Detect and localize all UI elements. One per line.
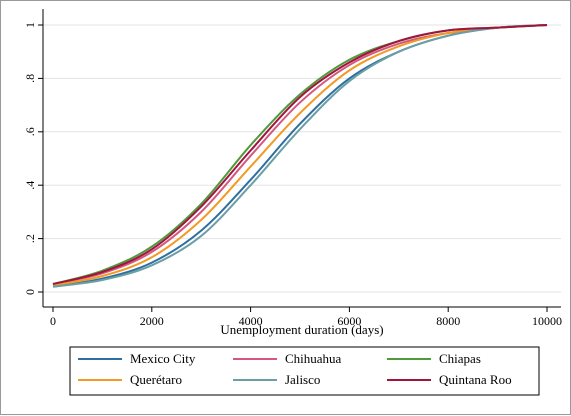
legend-label: Mexico City (130, 351, 196, 366)
x-axis-title: Unemployment duration (days) (220, 322, 383, 337)
x-tick-label: 10000 (532, 314, 562, 328)
series-line (52, 24, 548, 285)
x-tick-label: 6000 (337, 314, 361, 328)
legend-label: Chihuahua (285, 351, 342, 366)
legend: Mexico City Chihuahua Chiapas Querétaro Jali… (69, 346, 540, 396)
series-line (52, 24, 548, 285)
legend-label: Quintana Roo (439, 372, 512, 387)
series-lines (52, 24, 548, 288)
axes: 0 .2 .4 .6 .8 1 0 2000 4000 6000 8000 10000 (23, 9, 562, 328)
legend-label: Chiapas (439, 351, 481, 366)
y-tick-label: .4 (23, 181, 37, 190)
legend-label: Jalisco (285, 372, 320, 387)
grid-lines (43, 24, 561, 293)
y-tick-label: 0 (23, 289, 37, 295)
x-tick-label: 0 (50, 314, 56, 328)
series-line (52, 24, 548, 285)
series-line (52, 24, 548, 288)
legend-box (69, 346, 540, 396)
legend-label: Querétaro (130, 372, 182, 387)
x-tick-label: 8000 (436, 314, 460, 328)
y-tick-label: 1 (23, 22, 37, 28)
x-tick-label: 2000 (140, 314, 164, 328)
series-line (52, 24, 548, 288)
y-tick-label: .6 (23, 127, 37, 136)
x-tick-label: 4000 (239, 314, 263, 328)
y-tick-label: .2 (23, 234, 37, 243)
series-line (52, 24, 548, 287)
y-tick-label: .8 (23, 74, 37, 83)
